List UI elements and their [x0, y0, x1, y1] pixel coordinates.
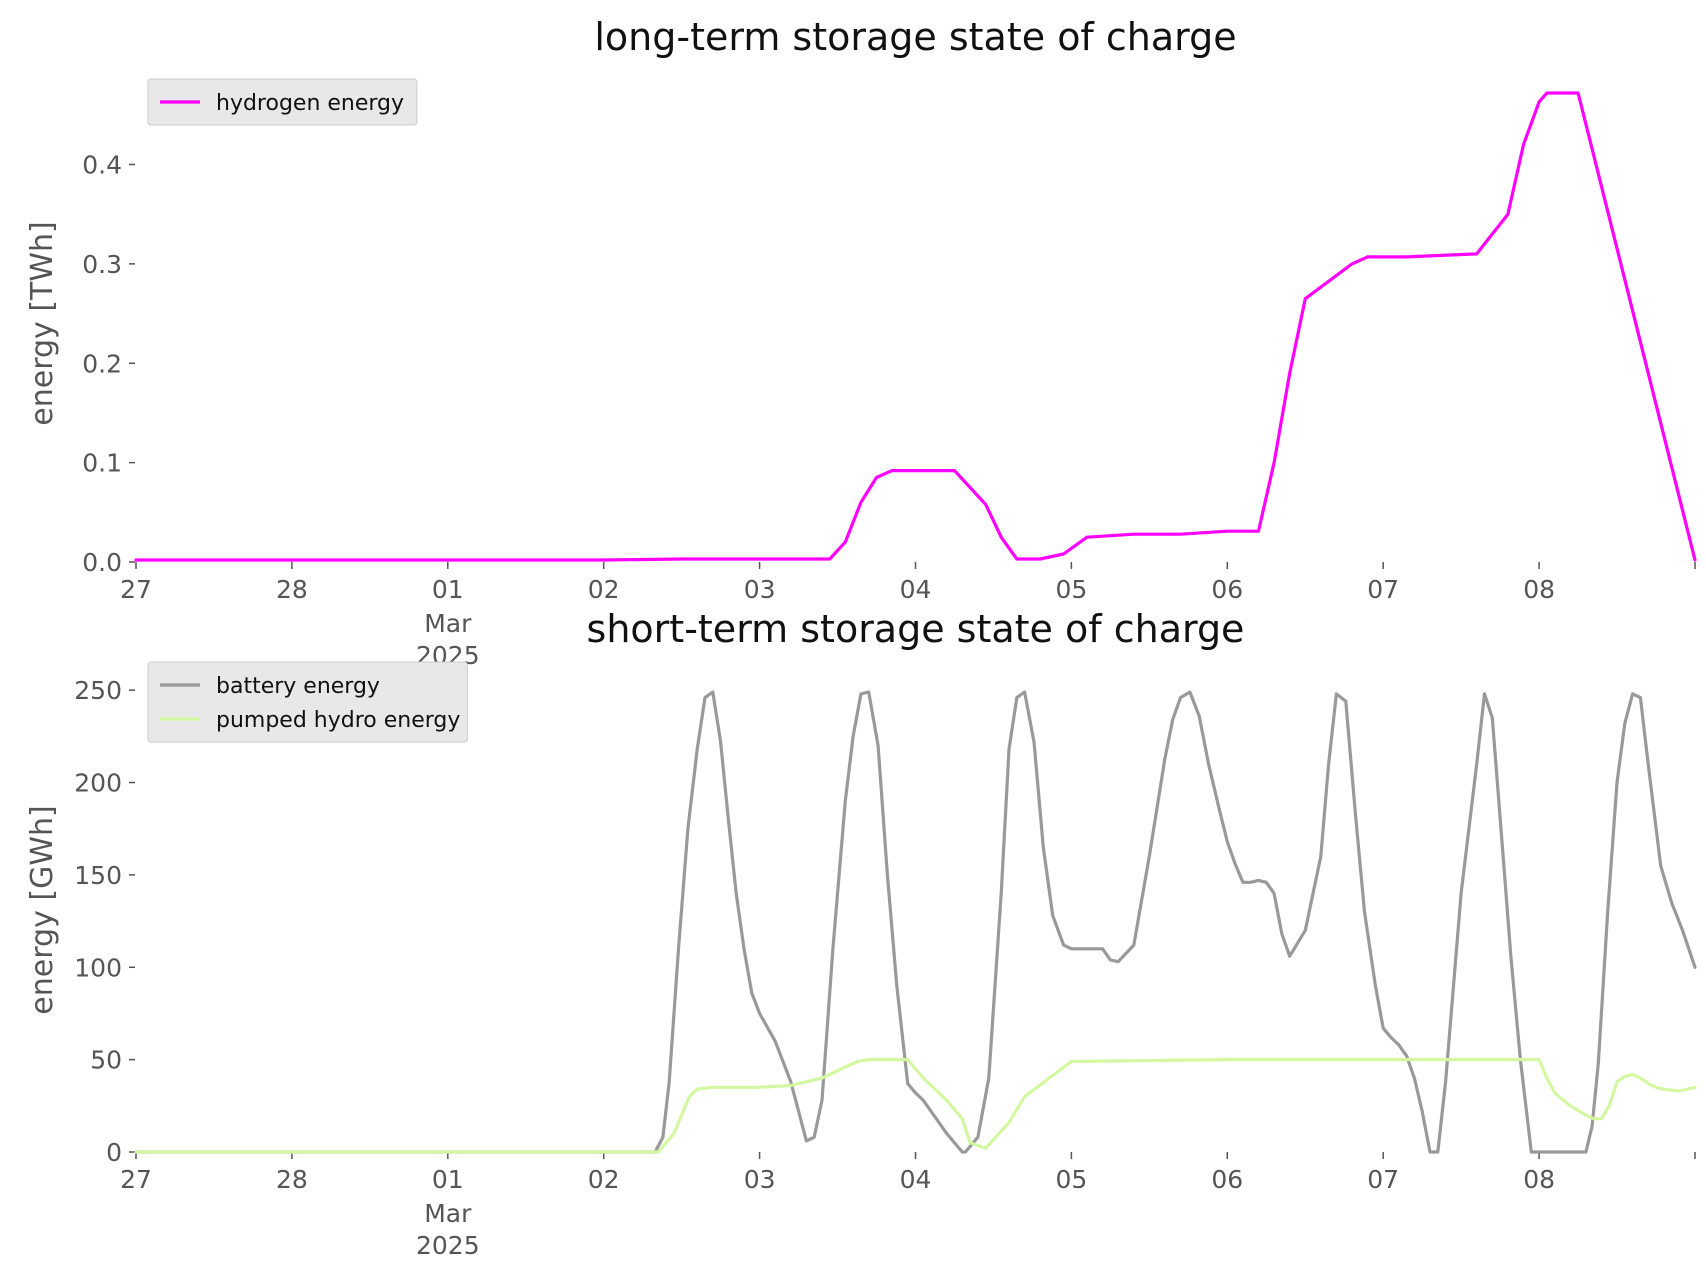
legend-label: hydrogen energy — [216, 91, 404, 116]
x-tick-label: 03 — [744, 1165, 776, 1194]
y-tick-label: 0.3 — [82, 250, 122, 279]
series-line-hydrogen-energy — [134, 91, 1697, 562]
x-tick-label: 07 — [1367, 575, 1399, 604]
chart-title: long-term storage state of charge — [594, 15, 1236, 59]
x-tick-label: 04 — [900, 575, 932, 604]
x-tick-label: 08 — [1523, 575, 1555, 604]
legend-label: battery energy — [216, 674, 380, 699]
y-tick-label: 150 — [74, 861, 122, 890]
legend-box — [147, 78, 418, 126]
x-tick-label: 02 — [588, 1165, 620, 1194]
x-tick-label: 27 — [120, 1165, 152, 1194]
x-tick-label: 01 — [432, 575, 464, 604]
x-tick-label: 28 — [276, 575, 308, 604]
y-tick-label: 50 — [90, 1046, 122, 1075]
chart-title: short-term storage state of charge — [587, 607, 1245, 651]
y-tick-label: 0 — [106, 1138, 122, 1167]
y-axis-label: energy [TWh] — [25, 221, 60, 425]
y-axis-label: energy [GWh] — [25, 805, 60, 1014]
x-tick-label: 28 — [276, 1165, 308, 1194]
chart-0: long-term storage state of charge energy … — [25, 15, 1697, 670]
legend-label: pumped hydro energy — [216, 708, 460, 733]
x-tick-sublabel: Mar — [424, 609, 472, 638]
y-tick-label: 0.2 — [82, 349, 122, 378]
y-tick-label: 250 — [74, 676, 122, 705]
x-tick-label: 27 — [120, 575, 152, 604]
x-tick-label: 05 — [1055, 1165, 1087, 1194]
x-tick-label: 02 — [588, 575, 620, 604]
y-tick-label: 100 — [74, 953, 122, 982]
x-tick-label: 06 — [1211, 575, 1243, 604]
y-tick-label: 200 — [74, 769, 122, 798]
x-tick-label: 03 — [744, 575, 776, 604]
legend-box — [147, 661, 468, 743]
series-line-battery-energy — [134, 690, 1697, 1154]
x-tick-sublabel: Mar — [424, 1199, 472, 1228]
x-tick-label: 06 — [1211, 1165, 1243, 1194]
series-line-pumped-hydro-energy — [134, 1057, 1697, 1154]
x-tick-label: 04 — [900, 1165, 932, 1194]
x-tick-label: 05 — [1055, 575, 1087, 604]
x-tick-label: 01 — [432, 1165, 464, 1194]
x-tick-label: 07 — [1367, 1165, 1399, 1194]
chart-1: short-term storage state of charge energy… — [25, 607, 1697, 1260]
x-tick-label: 08 — [1523, 1165, 1555, 1194]
y-tick-label: 0.0 — [82, 548, 122, 577]
x-tick-sublabel: 2025 — [416, 1231, 480, 1260]
y-tick-label: 0.1 — [82, 449, 122, 478]
y-tick-label: 0.4 — [82, 151, 122, 180]
